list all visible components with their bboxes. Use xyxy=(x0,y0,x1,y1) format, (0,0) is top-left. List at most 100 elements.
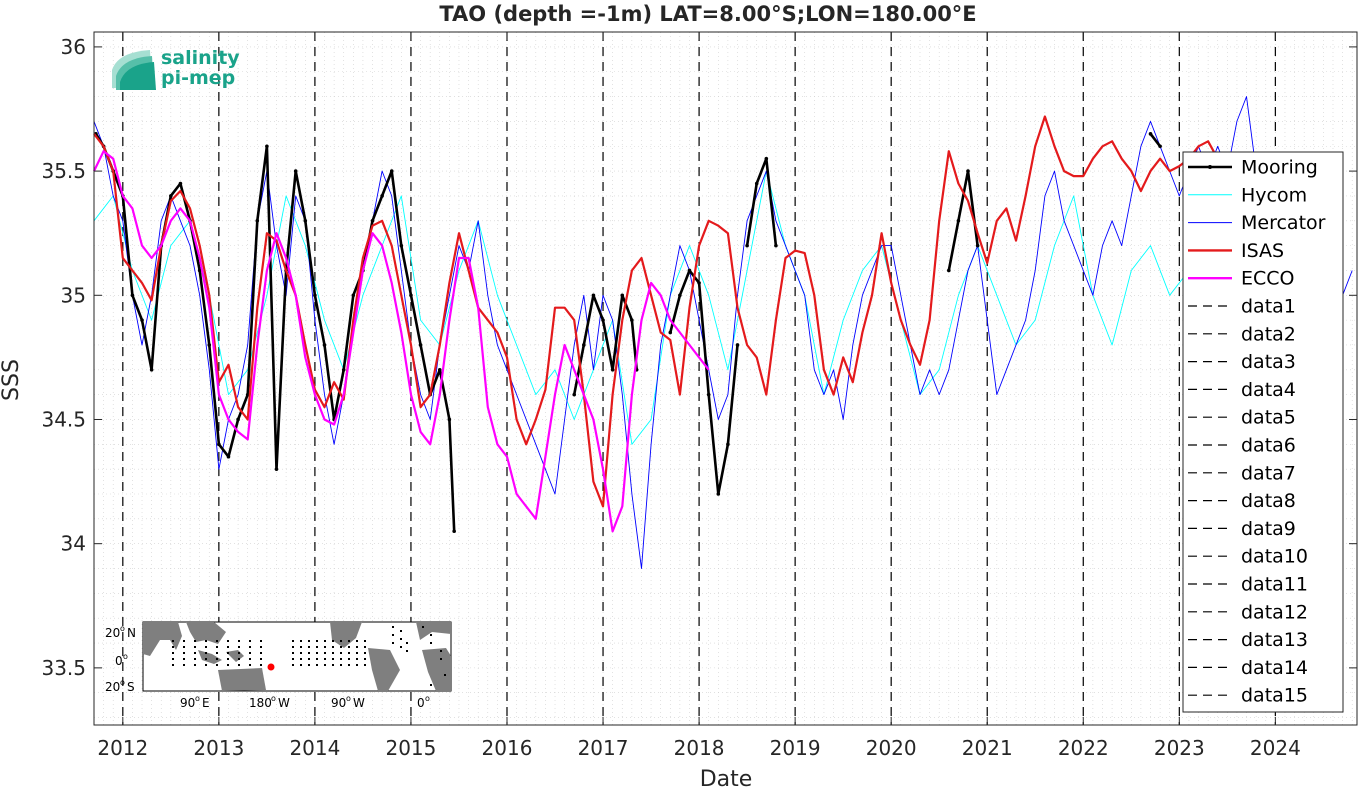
station-dot xyxy=(324,664,326,666)
station-dot xyxy=(260,658,262,660)
station-dot xyxy=(348,646,350,648)
mooring-point xyxy=(591,293,596,298)
mooring-point xyxy=(630,318,634,322)
x-tick-label: 2022 xyxy=(1058,736,1109,760)
mooring-point xyxy=(764,156,769,161)
mooring-location-marker xyxy=(267,663,275,671)
legend-label-data10: data10 xyxy=(1241,546,1308,568)
y-tick-label: 33.5 xyxy=(41,656,86,680)
station-dot xyxy=(249,640,251,642)
logo-line2: pi-mep xyxy=(161,67,235,89)
station-dot xyxy=(348,664,350,666)
mooring-point xyxy=(245,392,250,397)
inset-map: 20 o N 0 o 20 o S 90 o E 180 o W 90 o W … xyxy=(105,621,452,710)
station-dot xyxy=(172,658,174,660)
station-dot xyxy=(205,652,207,654)
y-tick-label: 36 xyxy=(61,35,86,59)
station-dot xyxy=(292,652,294,654)
station-dot xyxy=(332,664,334,666)
legend-label-mercator: Mercator xyxy=(1241,212,1326,234)
legend-label-data14: data14 xyxy=(1241,657,1308,679)
y-tick-label: 35.5 xyxy=(41,159,86,183)
isas-series-line xyxy=(93,115,1258,508)
legend-label-data11: data11 xyxy=(1241,574,1308,596)
legend-label-data12: data12 xyxy=(1241,601,1308,623)
inset-map-lat-labels: 20 o N 0 o 20 o S xyxy=(105,624,136,694)
legend-box xyxy=(1182,151,1344,713)
lat-label-20s-hemi: S xyxy=(127,680,135,694)
mooring-point xyxy=(197,268,202,273)
station-dot xyxy=(183,652,185,654)
station-dot xyxy=(260,652,262,654)
station-dot xyxy=(332,646,334,648)
station-dot xyxy=(392,642,394,644)
mooring-point xyxy=(745,243,749,248)
station-dot xyxy=(308,652,310,654)
mooring-point xyxy=(226,454,231,459)
station-dot xyxy=(249,646,251,648)
mooring-point xyxy=(265,144,269,149)
mooring-point xyxy=(370,218,375,223)
station-dot xyxy=(332,652,334,654)
x-tick-label: 2014 xyxy=(289,736,340,760)
station-dot xyxy=(332,640,334,642)
station-dot xyxy=(238,640,240,642)
mooring-point xyxy=(601,318,605,322)
station-dot xyxy=(300,658,302,660)
mooring-point xyxy=(947,268,951,273)
mooring-point xyxy=(582,343,586,347)
station-dot xyxy=(340,658,342,660)
station-dot xyxy=(364,658,366,660)
station-dot xyxy=(430,642,432,644)
hycom-series-line xyxy=(93,170,1267,445)
lat-label-0: 0 xyxy=(115,654,123,668)
mooring-point xyxy=(399,243,404,248)
station-dot xyxy=(340,640,342,642)
mooring-series-line xyxy=(572,293,638,395)
legend-label-mooring: Mooring xyxy=(1241,157,1318,179)
mooring-series-line xyxy=(947,169,979,271)
x-tick-label: 2023 xyxy=(1154,736,1205,760)
station-dot xyxy=(238,658,240,660)
grid xyxy=(93,32,1357,725)
station-dot xyxy=(172,652,174,654)
legend-label-data13: data13 xyxy=(1241,629,1308,651)
station-dot xyxy=(364,640,366,642)
x-tick-label: 2019 xyxy=(770,736,821,760)
mooring-point xyxy=(389,169,394,173)
station-dot xyxy=(194,664,196,666)
station-dot xyxy=(308,658,310,660)
legend-label-data4: data4 xyxy=(1241,379,1296,401)
station-dot xyxy=(308,640,310,642)
y-tick-label: 35 xyxy=(61,283,86,307)
station-dot xyxy=(340,652,342,654)
station-dot xyxy=(194,640,196,642)
station-dot xyxy=(392,626,394,628)
series-group xyxy=(93,96,1353,569)
mooring-point xyxy=(149,368,154,372)
x-tick-label: 2020 xyxy=(866,736,917,760)
station-dot xyxy=(348,652,350,654)
station-dot xyxy=(400,646,402,648)
station-dot xyxy=(364,646,366,648)
mooring-point xyxy=(236,417,240,422)
logo-line1: salinity xyxy=(161,47,240,69)
x-tick-label: 2012 xyxy=(97,736,148,760)
y-axis-label: SSS xyxy=(0,359,24,401)
station-dot xyxy=(300,646,302,648)
lat-label-20n: 20 xyxy=(105,626,120,640)
station-dot xyxy=(194,646,196,648)
station-dot xyxy=(340,664,342,666)
mooring-point xyxy=(668,330,673,335)
lon-label-90e-hemi: E xyxy=(202,696,210,710)
station-dot xyxy=(400,638,402,640)
station-dot xyxy=(249,652,251,654)
mooring-point xyxy=(178,181,183,186)
station-dot xyxy=(194,652,196,654)
station-dot xyxy=(444,674,446,676)
station-dot xyxy=(216,646,218,648)
mooring-point xyxy=(754,181,759,186)
x-tick-label: 2021 xyxy=(962,736,1013,760)
legend-label-isas: ISAS xyxy=(1241,240,1284,262)
plot-frame xyxy=(93,31,1358,726)
